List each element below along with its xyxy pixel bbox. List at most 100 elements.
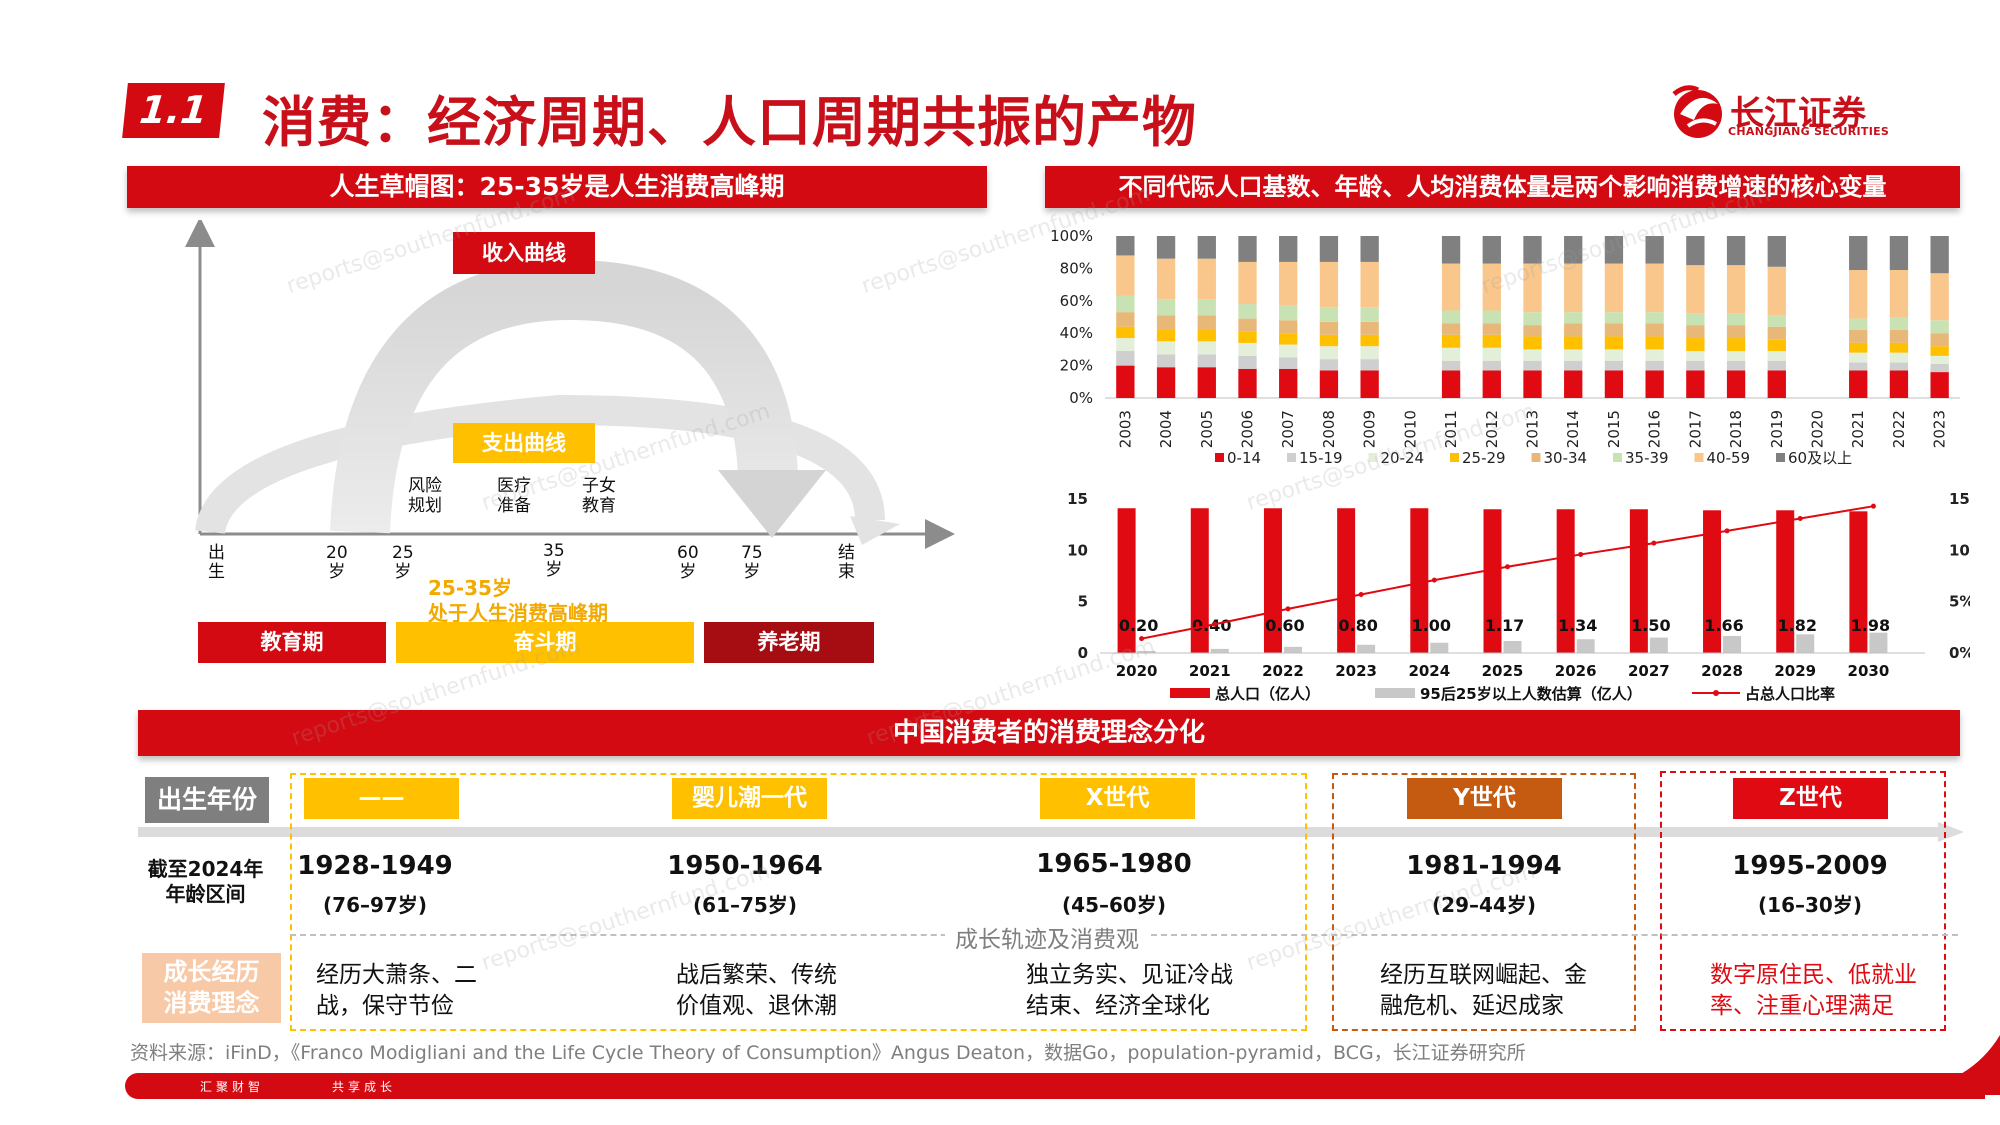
x-tick-label: 2019: [1768, 410, 1786, 448]
bar-segment-40-59: [1726, 265, 1746, 314]
group-frame-y: [1332, 773, 1636, 1031]
age-tick-20: 20 岁: [326, 543, 348, 582]
spending-curve-arrowhead: [850, 516, 900, 545]
line-ratio-point: [1870, 503, 1876, 509]
bar-segment-15-19: [1930, 363, 1949, 373]
bar-segment-30-34: [1523, 325, 1542, 337]
bar-segment-30-34: [1767, 326, 1786, 340]
x-tick-label: 2021: [1849, 410, 1867, 448]
bar-segment-35-39: [1482, 310, 1501, 324]
x-tick-label: 2028: [1701, 662, 1743, 680]
age-tick-25: 25 岁: [392, 543, 414, 582]
bar-segment-60及以上: [1604, 236, 1624, 264]
bar-segment-20-24: [1686, 351, 1705, 361]
bar-segment-35-39: [1849, 318, 1868, 330]
phase-retirement: 养老期: [704, 622, 874, 663]
line-ratio-point: [1724, 528, 1730, 534]
x-tick-label: 2007: [1279, 410, 1297, 448]
legend-label: 95后25岁以上人数估算（亿人）: [1420, 685, 1642, 703]
bar-segment-35-39: [1523, 312, 1542, 326]
data-label: 0.20: [1119, 616, 1158, 635]
x-tick-label: 2006: [1239, 410, 1257, 448]
legend-swatch: [1287, 453, 1296, 462]
bar-total-population: [1703, 510, 1722, 653]
legend-swatch: [1776, 453, 1785, 462]
bar-segment-20-24: [1604, 349, 1624, 361]
bar-segment-25-29: [1523, 336, 1542, 350]
bar-segment-35-39: [1930, 320, 1949, 334]
bar-segment-20-24: [1523, 349, 1542, 361]
bar-post95-population: [1210, 648, 1229, 653]
gen-ages-y: (29–44岁): [1432, 893, 1536, 917]
bar-segment-60及以上: [1319, 236, 1339, 262]
bar-post95-population: [1357, 644, 1376, 653]
bar-segment-20-24: [1441, 347, 1461, 361]
bar-segment-0-14: [1726, 370, 1746, 398]
x-tick-label: 2029: [1774, 662, 1816, 680]
y-tick-label: 60%: [1060, 292, 1093, 310]
bar-segment-35-39: [1197, 299, 1216, 316]
phase-struggle: 奋斗期: [396, 622, 694, 663]
bar-segment-40-59: [1238, 261, 1257, 305]
bar-total-population: [1410, 508, 1429, 653]
x-tick-label: 2012: [1483, 410, 1501, 448]
data-label: 1.17: [1485, 616, 1524, 635]
y2-tick-label: 0%: [1949, 644, 1970, 662]
legend-label: 总人口（亿人）: [1215, 685, 1320, 703]
bar-segment-25-29: [1360, 334, 1379, 347]
x-tick-label: 2013: [1524, 410, 1542, 448]
bar-segment-25-29: [1645, 336, 1664, 350]
gen-desc-x: 独立务实、见证冷战 结束、经济全球化: [1026, 962, 1233, 1019]
post95-population-chart: 15105015%10%5%0%0.2020200.4020210.602022…: [1067, 490, 1970, 703]
bar-segment-60及以上: [1482, 236, 1501, 264]
bar-post95-population: [1796, 634, 1815, 653]
bar-segment-15-19: [1360, 359, 1379, 371]
bar-segment-60及以上: [1645, 236, 1664, 264]
bar-total-population: [1849, 511, 1868, 653]
logo-text: 长江证券: [1730, 94, 1866, 134]
bar-segment-30-34: [1482, 323, 1501, 335]
data-label: 1.98: [1851, 616, 1890, 635]
bar-segment-25-29: [1238, 331, 1257, 343]
bar-segment-25-29: [1849, 342, 1868, 353]
legend-swatch: [1694, 453, 1704, 462]
bar-segment-0-14: [1645, 370, 1664, 398]
age-tick-60: 60 岁: [677, 543, 699, 582]
bar-segment-30-34: [1849, 329, 1868, 343]
bar-post95-population: [1503, 640, 1522, 653]
bar-segment-20-24: [1197, 341, 1216, 355]
x-tick-label: 2021: [1189, 662, 1231, 680]
line-ratio-point: [1797, 516, 1803, 522]
bar-segment-25-29: [1482, 334, 1501, 348]
x-tick-label: 2030: [1848, 662, 1890, 680]
gen-desc-boomers: 战后繁荣、传统 价值观、退休潮: [676, 962, 837, 1019]
x-tick-label: 2020: [1116, 662, 1158, 680]
line-ratio-point: [1358, 591, 1364, 597]
bar-segment-60及以上: [1849, 236, 1868, 271]
gen-years-silent: 1928-1949: [297, 851, 453, 881]
x-tick-label: 2023: [1335, 662, 1377, 680]
bar-segment-20-24: [1238, 342, 1257, 356]
income-curve-label: 收入曲线: [453, 232, 595, 274]
bar-segment-40-59: [1604, 263, 1624, 313]
bar-segment-25-29: [1441, 334, 1461, 348]
gen-desc-y: 经历互联网崛起、金 融危机、延迟成家: [1380, 962, 1587, 1019]
bar-segment-15-19: [1197, 354, 1216, 368]
legend-label: 60及以上: [1788, 449, 1852, 467]
need-children-education: 子女 教育: [582, 476, 616, 516]
bar-segment-35-39: [1360, 307, 1379, 322]
y-tick-label: 15: [1067, 490, 1088, 508]
gen-desc-silent: 经历大萧条、二 战，保守节俭: [316, 962, 477, 1019]
bar-segment-20-24: [1319, 346, 1339, 360]
bar-segment-15-19: [1238, 355, 1257, 369]
age-tick-end: 结束: [838, 543, 855, 582]
gen-years-boomers: 1950-1964: [667, 851, 823, 881]
bar-post95-population: [1723, 635, 1742, 653]
legend-swatch: [1375, 688, 1415, 698]
x-tick-label: 2008: [1320, 410, 1338, 448]
gen-tag-y: Y世代: [1407, 778, 1562, 819]
x-tick-label: 2004: [1157, 410, 1175, 448]
bar-segment-60及以上: [1279, 236, 1298, 262]
bar-segment-60及以上: [1197, 236, 1216, 259]
y-tick-label: 20%: [1060, 357, 1093, 375]
